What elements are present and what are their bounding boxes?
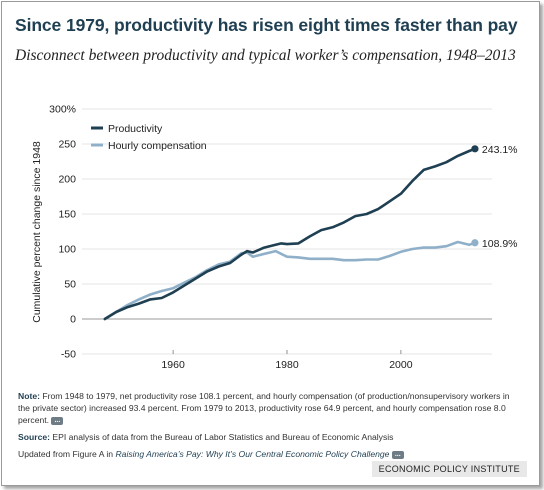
brand-logo: ECONOMIC POLICY INSTITUTE <box>371 461 527 477</box>
x-tick-label: 2000 <box>389 359 413 371</box>
end-labels: 243.1% 108.9% <box>471 144 518 250</box>
report-link[interactable]: Raising America’s Pay: Why It’s Our Cent… <box>115 449 390 459</box>
gridlines <box>82 108 492 355</box>
y-axis-title: Cumulative percent change since 1948 <box>31 141 43 323</box>
compensation-end-marker <box>471 239 479 247</box>
y-axis-ticks: -50 0 50 100 150 200 250 300% <box>49 104 76 361</box>
updated-prefix: Updated from Figure A in <box>18 449 114 459</box>
y-tick-label: 50 <box>64 279 76 291</box>
y-tick-label: 0 <box>70 314 76 326</box>
more-icon[interactable]: ... <box>391 450 404 459</box>
chart-title: Since 1979, productivity has risen eight… <box>15 15 518 35</box>
note-paragraph: Note: From 1948 to 1979, net productivit… <box>18 390 523 426</box>
series-lines <box>103 147 477 321</box>
y-tick-label: 200 <box>58 174 76 186</box>
updated-paragraph: Updated from Figure A in Raising America… <box>18 448 523 460</box>
x-tick-label: 1980 <box>275 359 299 371</box>
y-tick-label: -50 <box>61 349 76 361</box>
note-label: Note: <box>18 391 40 401</box>
source-label: Source: <box>18 432 50 442</box>
chart-subtitle: Disconnect between productivity and typi… <box>15 47 516 64</box>
line-chart: -50 0 50 100 150 200 250 300% 1960 1980 2000 Cumu… <box>31 104 518 372</box>
productivity-end-marker <box>471 145 479 153</box>
more-icon[interactable]: ... <box>51 416 64 425</box>
source-paragraph: Source: EPI analysis of data from the Bu… <box>18 431 523 443</box>
y-tick-label: 250 <box>58 139 76 151</box>
source-text: EPI analysis of data from the Bureau of … <box>52 432 394 442</box>
compensation-line <box>103 240 477 321</box>
x-axis-ticks: 1960 1980 2000 <box>161 350 413 371</box>
legend-productivity-label: Productivity <box>108 123 163 135</box>
x-tick-label: 1960 <box>161 359 185 371</box>
legend-compensation-label: Hourly compensation <box>108 140 207 152</box>
footnotes: Note: From 1948 to 1979, net productivit… <box>18 390 523 465</box>
y-tick-label: 150 <box>58 209 76 221</box>
productivity-line <box>103 147 477 321</box>
note-text: From 1948 to 1979, net productivity rose… <box>18 391 510 425</box>
y-tick-label: 300% <box>49 104 76 116</box>
compensation-end-label: 108.9% <box>482 238 518 250</box>
y-tick-label: 100 <box>58 244 76 256</box>
productivity-end-label: 243.1% <box>482 144 518 156</box>
legend: Productivity Hourly compensation <box>91 123 207 152</box>
